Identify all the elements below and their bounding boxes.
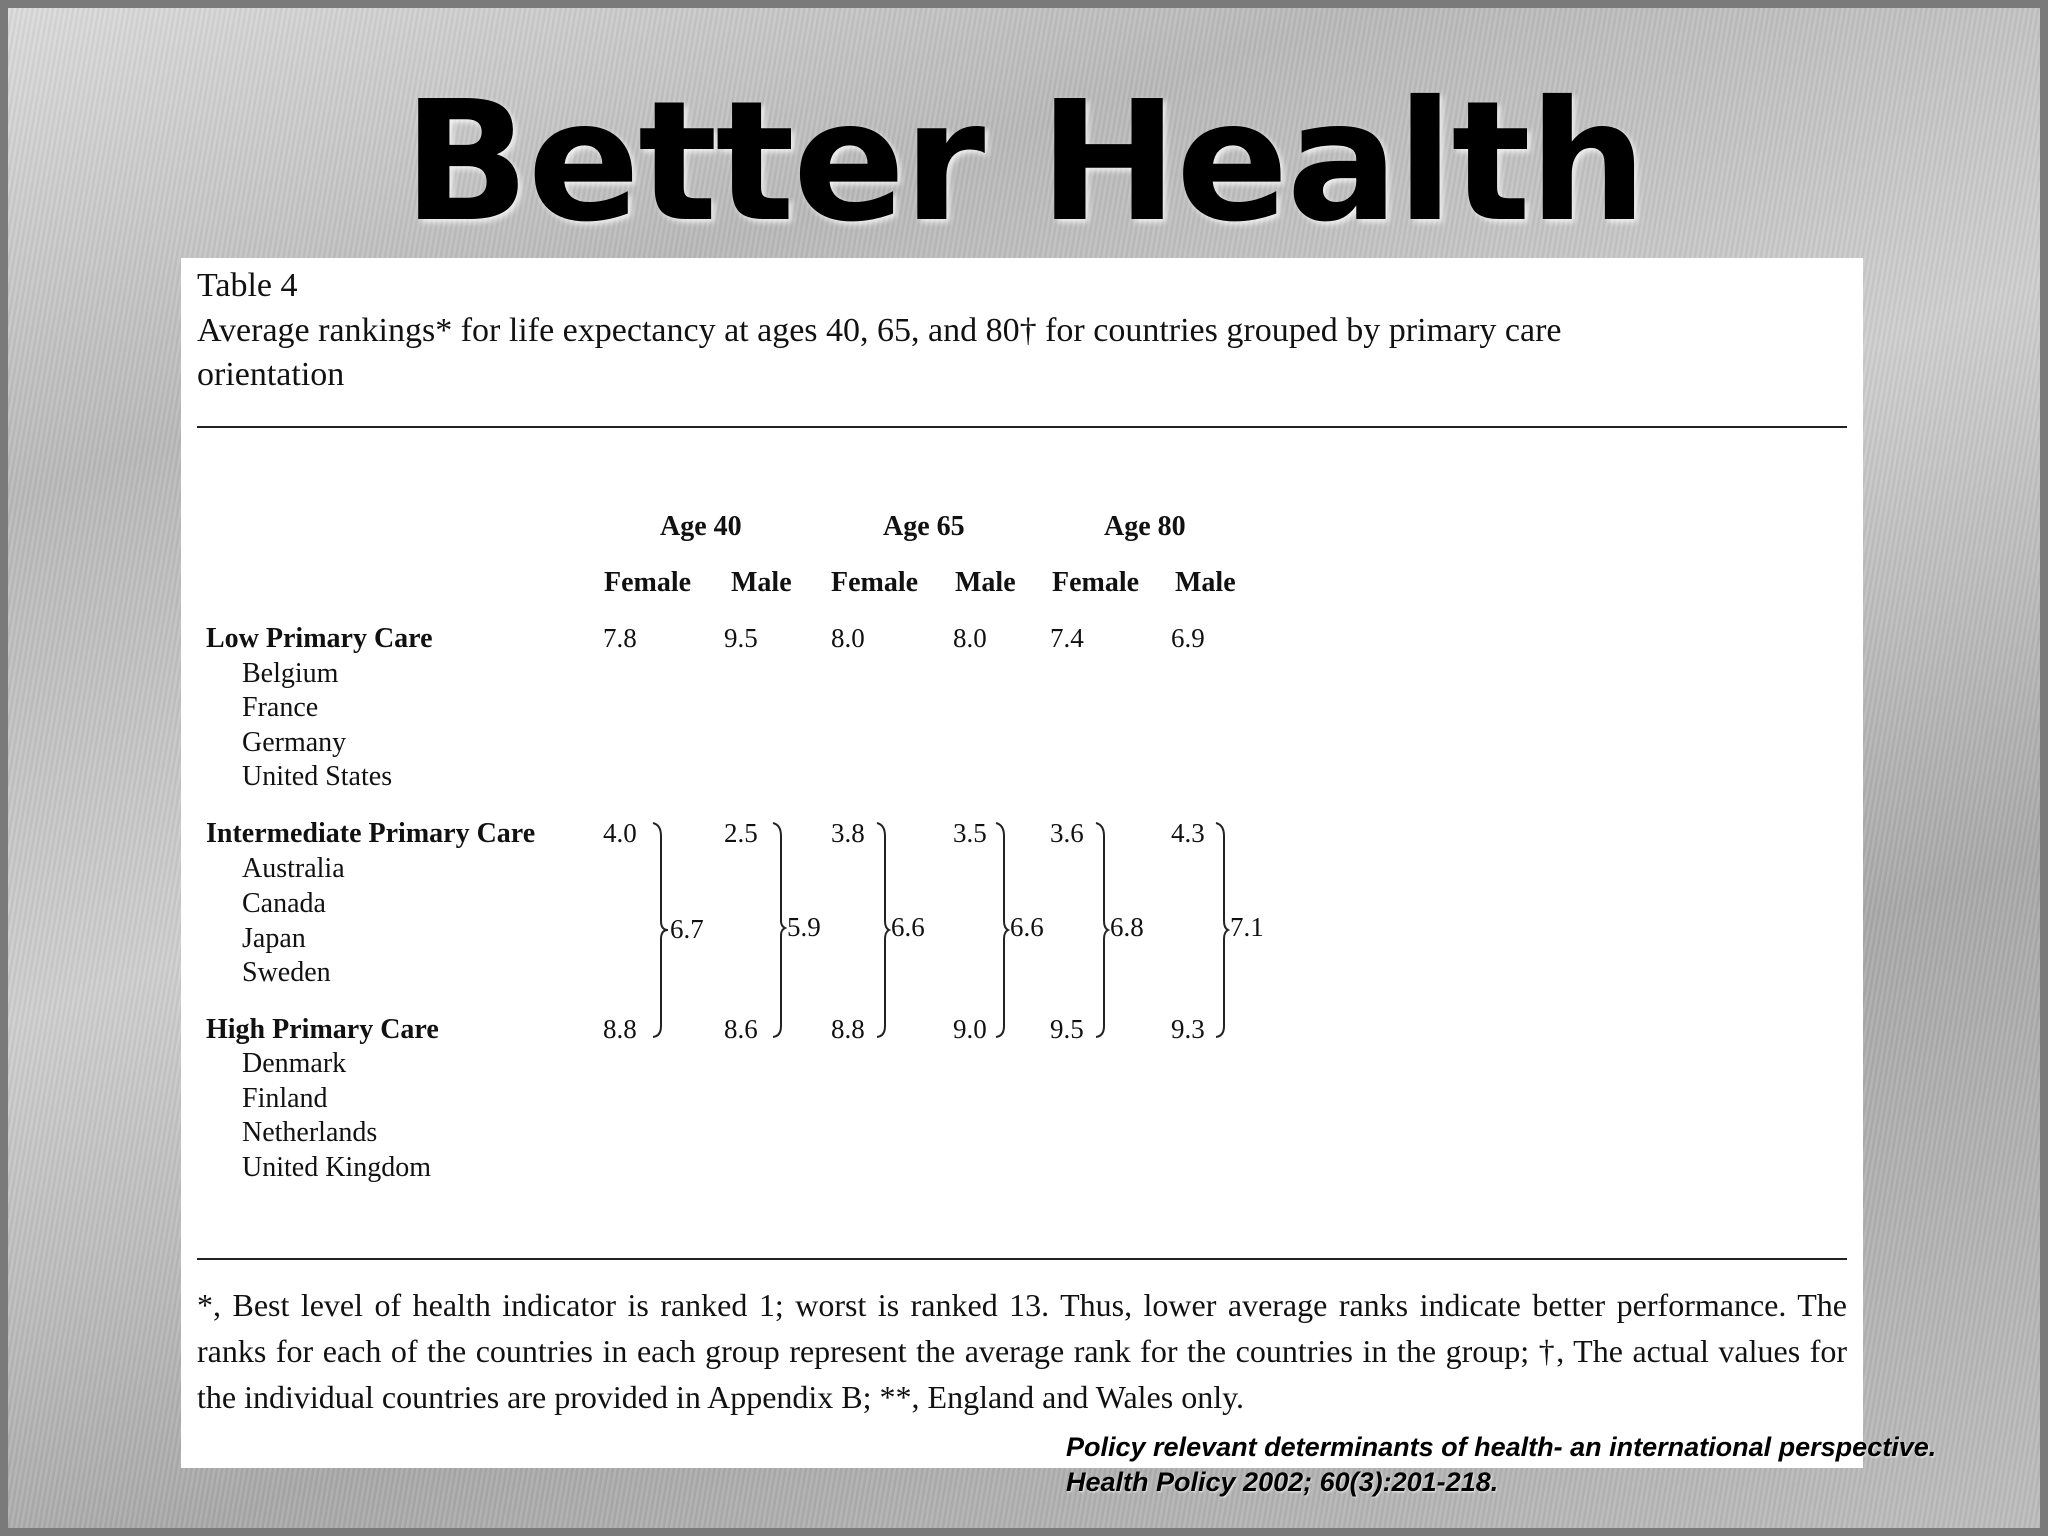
country-united-states: United States <box>242 761 393 792</box>
combined-age40-male: 5.9 <box>787 912 821 942</box>
value-low-age40-female: 7.8 <box>603 623 637 653</box>
value-high-age65-male: 9.0 <box>953 1014 987 1044</box>
sex-header-age40-female: Female <box>604 567 692 598</box>
value-high-age65-female: 8.8 <box>831 1014 865 1044</box>
group-low-primary-care: Low Primary Care <box>206 623 433 654</box>
group-high-primary-care: High Primary Care <box>206 1014 439 1045</box>
value-intermediate-age65-female: 3.8 <box>831 818 865 848</box>
combined-age65-female: 6.6 <box>891 912 925 942</box>
table-caption-line2: orientation <box>197 356 345 393</box>
value-high-age40-female: 8.8 <box>603 1014 637 1044</box>
country-france: France <box>242 692 319 723</box>
value-low-age65-female: 8.0 <box>831 623 865 653</box>
bracket-age80-female <box>1095 822 1111 1038</box>
country-japan: Japan <box>242 923 306 954</box>
value-intermediate-age65-male: 3.5 <box>953 818 987 848</box>
value-high-age80-male: 9.3 <box>1171 1014 1205 1044</box>
age-40-header: Age 40 <box>660 511 742 542</box>
table-caption-line1: Average rankings* for life expectancy at… <box>197 312 1562 349</box>
value-low-age80-male: 6.9 <box>1171 623 1205 653</box>
bracket-age65-male <box>995 822 1011 1038</box>
country-denmark: Denmark <box>242 1048 347 1079</box>
value-high-age80-female: 9.5 <box>1050 1014 1084 1044</box>
value-high-age40-male: 8.6 <box>724 1014 758 1044</box>
bracket-age40-female <box>652 822 669 1038</box>
sex-header-age80-female: Female <box>1052 567 1140 598</box>
sex-header-age40-male: Male <box>731 567 792 598</box>
table-label: Table 4 <box>197 267 298 304</box>
value-intermediate-age40-male: 2.5 <box>724 818 758 848</box>
country-australia: Australia <box>242 853 345 884</box>
country-finland: Finland <box>242 1083 328 1114</box>
value-low-age40-male: 9.5 <box>724 623 758 653</box>
combined-age80-female: 6.8 <box>1110 912 1144 942</box>
bracket-age80-male <box>1215 822 1231 1038</box>
top-rule <box>197 426 1847 428</box>
bottom-rule <box>197 1258 1847 1260</box>
country-belgium: Belgium <box>242 658 339 689</box>
bracket-age40-male <box>772 822 788 1038</box>
country-netherlands: Netherlands <box>242 1117 378 1148</box>
group-brackets <box>652 822 1231 1038</box>
age-80-header: Age 80 <box>1104 511 1186 542</box>
country-sweden: Sweden <box>242 957 331 988</box>
combined-age40-female: 6.7 <box>670 914 704 944</box>
value-intermediate-age80-female: 3.6 <box>1050 818 1084 848</box>
table-footnote: *, Best level of health indicator is ran… <box>197 1287 1847 1415</box>
country-germany: Germany <box>242 727 347 758</box>
combined-age80-male: 7.1 <box>1230 912 1264 942</box>
sex-header-age65-male: Male <box>955 567 1016 598</box>
value-low-age65-male: 8.0 <box>953 623 987 653</box>
table-document: Table 4 Average rankings* for life expec… <box>181 258 1863 1468</box>
age-65-header: Age 65 <box>883 511 965 542</box>
bracket-age65-female <box>876 822 892 1038</box>
sex-header-age65-female: Female <box>831 567 919 598</box>
value-low-age80-female: 7.4 <box>1050 623 1084 653</box>
value-intermediate-age40-female: 4.0 <box>603 818 637 848</box>
value-intermediate-age80-male: 4.3 <box>1171 818 1205 848</box>
group-intermediate-primary-care: Intermediate Primary Care <box>206 818 536 849</box>
combined-age65-male: 6.6 <box>1010 912 1044 942</box>
sex-header-age80-male: Male <box>1175 567 1236 598</box>
country-canada: Canada <box>242 888 326 919</box>
source-citation: Policy relevant determinants of health- … <box>1066 1432 1937 1497</box>
country-united-kingdom: United Kingdom <box>242 1152 431 1183</box>
